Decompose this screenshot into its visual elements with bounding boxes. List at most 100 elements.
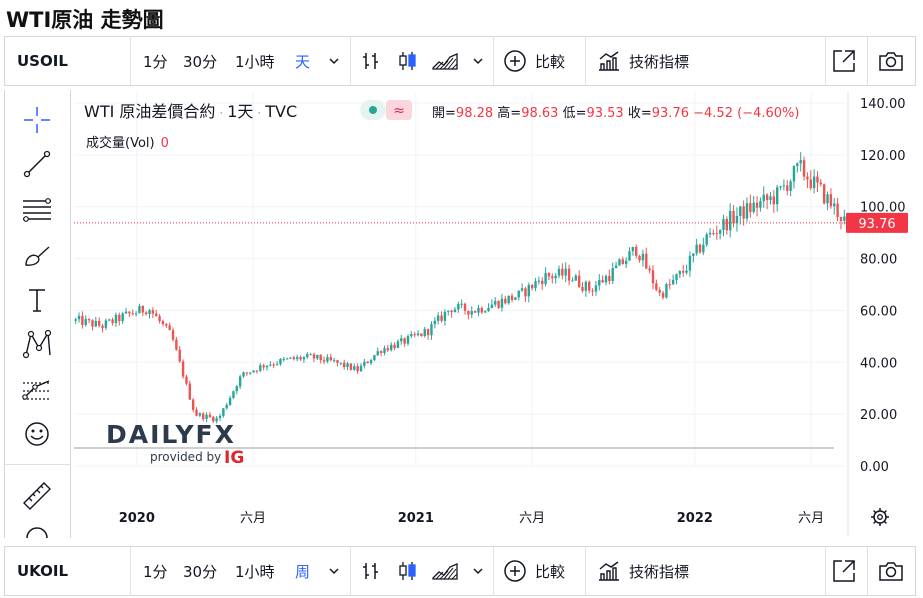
candle-body <box>77 315 81 320</box>
market-status[interactable]: ≈ <box>360 100 412 120</box>
candle-body <box>275 363 279 365</box>
candle-body <box>541 280 544 285</box>
symbol-title: WTI 原油差價合約 <box>84 102 216 121</box>
candle-body <box>289 357 292 359</box>
candle-body <box>400 338 403 342</box>
candle-body <box>262 365 265 368</box>
candle-style-icon[interactable] <box>396 547 418 595</box>
pattern-icon[interactable] <box>19 326 55 362</box>
chart-grid <box>74 92 849 536</box>
area-style-icon[interactable] <box>431 547 459 595</box>
candle-body <box>628 251 631 261</box>
legend-interval: 1天 <box>227 102 254 121</box>
y-tick-label: 100.00 <box>860 201 906 216</box>
candle-body <box>769 196 772 201</box>
interval-1h-button[interactable]: 1小時 <box>235 562 275 581</box>
forecast-icon[interactable] <box>19 372 55 408</box>
interval-1m-button[interactable]: 1分 <box>143 562 168 581</box>
crosshair-icon[interactable] <box>19 102 55 138</box>
indicators-button[interactable]: 技術指標 <box>597 547 689 595</box>
area-style-icon[interactable] <box>431 37 459 85</box>
candle-body <box>588 281 591 291</box>
indicators-icon <box>599 51 619 71</box>
camera-icon[interactable] <box>877 37 905 85</box>
candle-body <box>574 275 577 281</box>
candle-body <box>265 365 269 368</box>
chart-toolbar-top: USOIL 1分 30分 1小時 天 比較 技術指標 <box>4 36 916 86</box>
candle-body <box>148 310 151 315</box>
magnet-icon[interactable] <box>19 516 55 538</box>
style-dropdown-icon[interactable] <box>471 547 485 595</box>
candle-body <box>775 187 779 205</box>
symbol-search-button[interactable]: UKOIL <box>5 547 131 595</box>
settings-gear-icon[interactable] <box>871 508 889 526</box>
brush-icon[interactable] <box>19 238 55 274</box>
low-value: 93.53 <box>586 106 624 121</box>
candle-body <box>473 311 477 313</box>
candle-body <box>554 275 557 279</box>
candle-style-icon[interactable] <box>396 37 418 85</box>
candle-body <box>705 234 708 245</box>
candle-body <box>494 300 497 305</box>
y-tick-label: 20.00 <box>860 408 897 423</box>
candle-body <box>383 348 386 354</box>
interval-1m-button[interactable]: 1分 <box>143 52 168 71</box>
fib-lines-icon[interactable] <box>19 192 55 228</box>
candle-body <box>786 185 789 191</box>
candle-body <box>396 341 400 349</box>
candle-body <box>252 370 255 373</box>
candle-body <box>826 194 829 204</box>
emoji-icon[interactable] <box>19 416 55 452</box>
interval-week-button[interactable]: 周 <box>295 562 311 581</box>
candle-body <box>272 364 275 366</box>
bar-style-icon[interactable] <box>360 547 382 595</box>
candle-body <box>376 351 379 356</box>
symbol-search-button[interactable]: USOIL <box>5 37 131 85</box>
candle-body <box>483 311 487 313</box>
interval-dropdown-icon[interactable] <box>327 37 341 85</box>
interval-day-button[interactable]: 天 <box>295 52 311 71</box>
candle-body <box>645 253 648 269</box>
candle-body <box>245 372 249 374</box>
candle-body <box>463 303 467 311</box>
ruler-icon[interactable] <box>19 478 55 514</box>
candle-body <box>702 244 705 253</box>
candle-body <box>467 310 470 315</box>
candle-body <box>74 319 77 321</box>
candle-body <box>577 275 581 287</box>
candle-body <box>232 391 235 398</box>
candle-body <box>269 364 272 366</box>
candle-body <box>138 306 141 314</box>
candle-body <box>641 253 645 261</box>
candle-body <box>359 365 363 372</box>
candle-body <box>819 182 823 185</box>
candle-body <box>581 286 584 291</box>
indicators-button[interactable]: 技術指標 <box>597 37 689 85</box>
camera-icon[interactable] <box>877 547 905 595</box>
style-dropdown-icon[interactable] <box>471 37 485 85</box>
interval-1h-button[interactable]: 1小時 <box>235 52 275 71</box>
text-tool-icon[interactable] <box>19 282 55 318</box>
bar-style-icon[interactable] <box>360 37 382 85</box>
candle-body <box>729 210 732 231</box>
interval-30m-button[interactable]: 30分 <box>183 562 218 581</box>
interval-30m-button[interactable]: 30分 <box>183 52 218 71</box>
candle-body <box>601 280 604 283</box>
trend-line-icon[interactable] <box>19 146 55 182</box>
candle-body <box>608 276 611 282</box>
interval-dropdown-icon[interactable] <box>327 547 341 595</box>
candle-body <box>202 413 205 420</box>
popout-icon[interactable] <box>831 37 857 85</box>
candle-body <box>584 281 588 291</box>
candle-body <box>450 310 453 313</box>
candle-body <box>742 206 745 219</box>
candle-body <box>141 306 145 313</box>
compare-button[interactable]: 比較 <box>503 547 565 595</box>
candle-body <box>343 362 346 368</box>
popout-icon[interactable] <box>831 547 857 595</box>
last-price-marker: 93.76 <box>846 212 908 233</box>
candle-body <box>346 363 349 368</box>
compare-button[interactable]: 比較 <box>503 37 565 85</box>
candle-body <box>688 256 692 271</box>
